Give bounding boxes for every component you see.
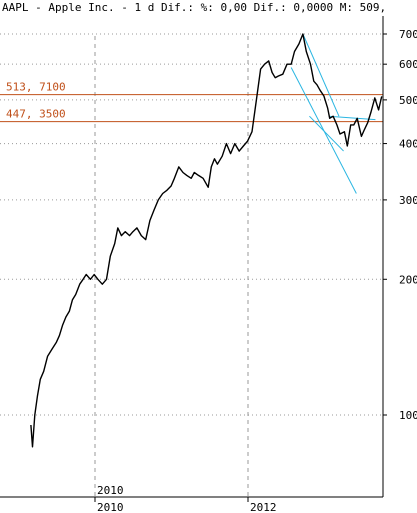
axes: 100 200 300 400 500 600 700 2010 2012 2010 [0, 16, 417, 513]
y-tick-label: 100 [399, 409, 417, 422]
y-tick-label: 600 [399, 58, 417, 71]
y-tick-label: 400 [399, 138, 417, 151]
x-tick-label: 2010 [97, 501, 124, 513]
x-tick-label-inner: 2010 [97, 484, 124, 497]
trend-lines [290, 33, 376, 194]
price-series [30, 33, 383, 448]
trend-line [302, 33, 340, 117]
y-tick-label: 300 [399, 194, 417, 207]
trend-line [309, 115, 344, 152]
price-line [30, 33, 383, 448]
level-label: 447, 3500 [6, 108, 66, 121]
x-tick-label: 2012 [250, 501, 277, 513]
chart-title: AAPL - Apple Inc. - 1 d Dif.: %: 0,00 Di… [0, 0, 385, 16]
y-tick-label: 700 [399, 28, 417, 41]
y-tick-label: 200 [399, 273, 417, 286]
level-label: 513, 7100 [6, 81, 66, 94]
y-tick-label: 500 [399, 94, 417, 107]
trend-line [328, 115, 376, 121]
grid-layer [0, 33, 383, 497]
